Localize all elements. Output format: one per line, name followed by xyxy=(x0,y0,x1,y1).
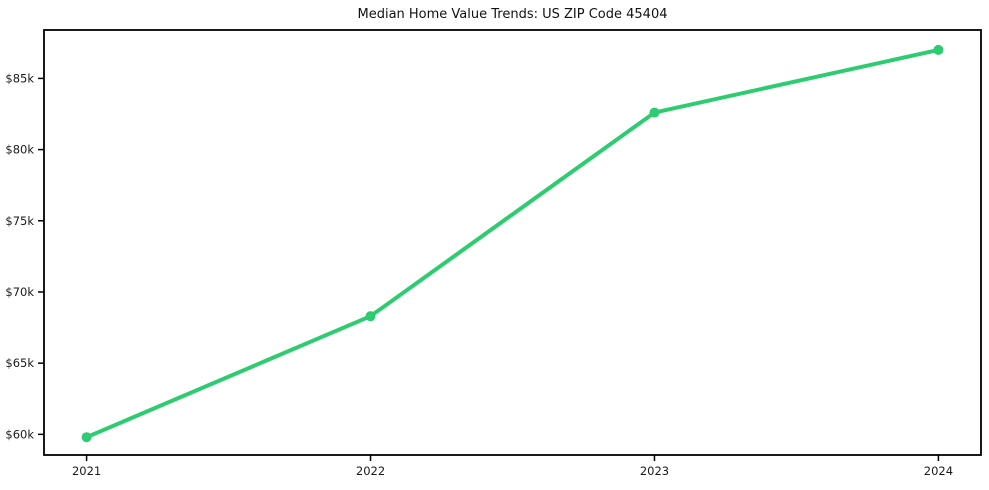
y-tick-label: $85k xyxy=(5,71,34,85)
data-point xyxy=(933,44,944,55)
x-tick-label: 2021 xyxy=(72,464,101,478)
y-tick-label: $75k xyxy=(5,214,34,228)
y-tick-label: $65k xyxy=(5,356,34,370)
plot-border xyxy=(43,29,982,456)
data-point xyxy=(649,107,660,118)
chart-title: Median Home Value Trends: US ZIP Code 45… xyxy=(357,7,668,22)
y-tick-label: $80k xyxy=(5,143,34,157)
x-tick-label: 2023 xyxy=(640,464,669,478)
x-tick-label: 2024 xyxy=(924,464,953,478)
data-point xyxy=(81,432,92,443)
y-tick-label: $60k xyxy=(5,427,34,441)
y-tick-label: $70k xyxy=(5,285,34,299)
data-line xyxy=(84,47,941,440)
data-point xyxy=(365,311,376,322)
x-tick-label: 2022 xyxy=(356,464,385,478)
